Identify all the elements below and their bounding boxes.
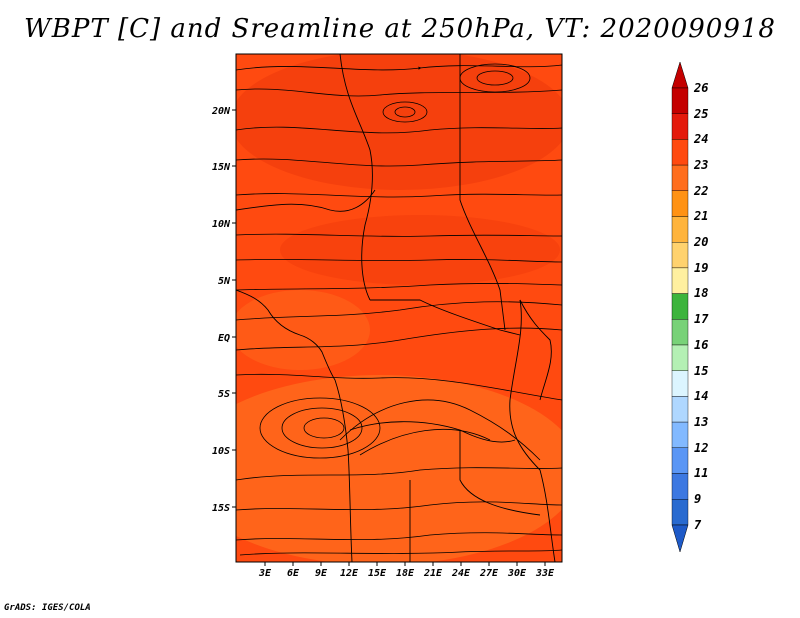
grads-credit: GrADS: IGES/COLA xyxy=(4,603,91,613)
colorbar-swatch xyxy=(671,421,689,449)
colorbar-label: 19 xyxy=(694,261,708,275)
colorbar-label: 23 xyxy=(693,158,708,172)
colorbar-label: 9 xyxy=(694,492,701,506)
lon-label: 15E xyxy=(368,568,387,579)
lat-label: 15N xyxy=(212,162,231,173)
wbpt-darker-region xyxy=(280,215,560,285)
colorbar-label: 15 xyxy=(694,364,708,378)
lon-label: 21E xyxy=(423,568,443,579)
colorbar-swatch xyxy=(671,344,689,371)
colorbar-label: 14 xyxy=(694,389,708,403)
colorbar-swatch xyxy=(671,370,689,397)
latitude-axis: 20N 15N 10N 5N EQ 5S 10S 15S xyxy=(211,106,236,514)
colorbar-swatch xyxy=(671,216,689,243)
lat-label: 20N xyxy=(211,106,231,117)
colorbar-top-arrow xyxy=(671,61,689,89)
colorbar-swatch xyxy=(671,447,689,474)
colorbar-swatch xyxy=(671,190,689,217)
lat-label: 10N xyxy=(212,219,231,230)
lon-label: 18E xyxy=(396,568,415,579)
lon-label: 27E xyxy=(479,568,499,579)
colorbar-swatch xyxy=(671,164,689,192)
colorbar-swatch xyxy=(671,473,689,500)
colorbar-swatch xyxy=(671,241,689,269)
country-borders xyxy=(236,54,556,562)
colorbar-label: 7 xyxy=(694,518,702,532)
colorbar-label: 25 xyxy=(693,107,708,121)
map-panel xyxy=(236,54,562,562)
colorbar-label: 12 xyxy=(694,441,708,455)
map-title: WBPT [C] and Sreamline at 250hPa, VT: 20… xyxy=(24,14,776,44)
colorbar-swatch xyxy=(671,267,689,294)
colorbar-label: 26 xyxy=(693,81,708,95)
lon-label: 3E xyxy=(258,568,272,579)
colorbar-swatch xyxy=(671,499,689,526)
colorbar-swatch xyxy=(671,293,689,320)
colorbar-bottom-arrow xyxy=(671,524,689,553)
colorbar-label: 22 xyxy=(693,184,708,198)
colorbar-label: 17 xyxy=(694,312,709,326)
lat-label: 15S xyxy=(212,503,230,514)
streamlines xyxy=(236,63,562,556)
lon-label: 12E xyxy=(340,568,359,579)
colorbar-swatch xyxy=(671,396,689,423)
colorbar-swatch xyxy=(671,113,689,140)
colorbar-label: 11 xyxy=(694,466,708,480)
lat-label: EQ xyxy=(218,333,230,344)
colorbar: 26 25 24 23 22 21 20 19 18 17 16 15 14 1… xyxy=(671,61,709,553)
lat-label: 5S xyxy=(218,389,230,400)
colorbar-label: 18 xyxy=(694,286,708,300)
colorbar-swatch xyxy=(671,319,689,346)
lat-label: 10S xyxy=(212,446,230,457)
wbpt-darker-region xyxy=(236,54,562,190)
colorbar-label: 21 xyxy=(693,209,708,223)
lat-label: 5N xyxy=(218,276,231,287)
lon-label: 30E xyxy=(507,568,527,579)
colorbar-swatch xyxy=(671,87,689,114)
lon-label: 9E xyxy=(315,568,328,579)
lon-label: 24E xyxy=(451,568,471,579)
wbpt-lighter-region xyxy=(236,290,370,370)
map-frame xyxy=(235,53,563,563)
colorbar-label: 16 xyxy=(694,338,708,352)
colorbar-label: 20 xyxy=(693,235,708,249)
lon-label: 33E xyxy=(535,568,555,579)
colorbar-label: 24 xyxy=(693,132,708,146)
colorbar-label: 13 xyxy=(694,415,708,429)
colorbar-swatch xyxy=(671,139,689,166)
longitude-axis: 3E 6E 9E 12E 15E 18E 21E 24E 27E 30E 33E xyxy=(258,562,555,579)
wbpt-lighter-region xyxy=(236,375,562,562)
lon-label: 6E xyxy=(287,568,300,579)
